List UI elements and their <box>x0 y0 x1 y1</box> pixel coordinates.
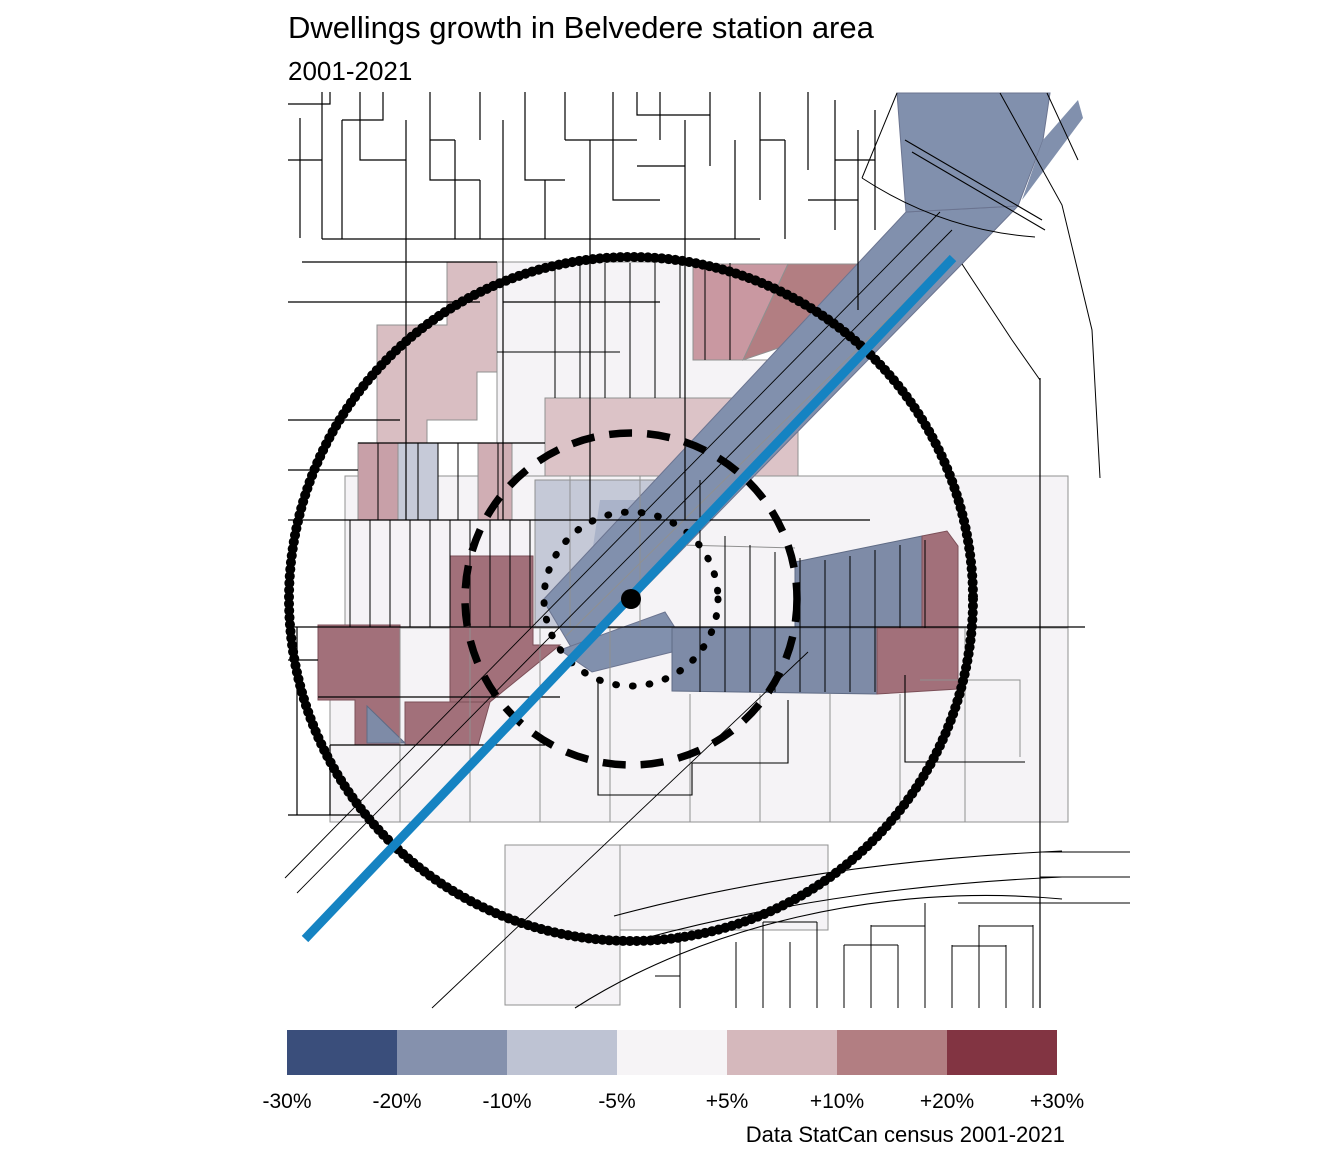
street <box>637 876 1063 941</box>
street <box>342 92 384 121</box>
street <box>861 92 898 179</box>
street-minor <box>565 257 951 637</box>
street <box>359 92 406 161</box>
street <box>288 92 331 105</box>
tract-rose-right-upper <box>921 530 959 629</box>
street <box>296 229 953 894</box>
street <box>961 263 1041 381</box>
tract-rose-left-c <box>404 701 491 746</box>
street <box>911 151 1046 231</box>
street <box>431 651 809 1009</box>
tract-rose-right-lower <box>876 627 959 695</box>
legend-edge-label: -30% <box>262 1090 312 1113</box>
street <box>636 92 710 116</box>
street <box>1046 92 1079 161</box>
street-minor <box>920 679 1021 757</box>
street <box>574 894 1063 1009</box>
street <box>612 92 660 201</box>
street <box>904 139 1043 221</box>
tract-slate-triangle <box>366 704 407 744</box>
legend-edge-label: +30% <box>1029 1090 1085 1113</box>
legend-edge-label: +10% <box>809 1090 865 1113</box>
legend-edge-label: -20% <box>372 1090 422 1113</box>
street <box>999 92 1101 479</box>
figure-title: Dwellings growth in Belvedere station ar… <box>288 10 874 45</box>
street <box>904 675 1025 763</box>
street <box>429 92 480 181</box>
street <box>597 682 789 796</box>
figure-subtitle: 2001-2021 <box>288 56 413 86</box>
station-dot <box>621 589 641 609</box>
legend-bin-swatch <box>727 1030 837 1075</box>
legend-bin-swatch <box>617 1030 727 1075</box>
parcel-pocket-b <box>504 844 621 1006</box>
legend-bin-swatch <box>507 1030 617 1075</box>
outer-buffer-ring <box>284 252 978 946</box>
middle-buffer-ring <box>461 429 801 769</box>
legend-edge-label: +5% <box>705 1090 749 1113</box>
street <box>524 92 565 181</box>
data-source-caption: Data StatCan census 2001-2021 <box>745 1122 1065 1147</box>
growth-legend <box>287 1030 1057 1075</box>
legend-edge-label: -5% <box>598 1090 636 1113</box>
legend-bin-swatch <box>837 1030 947 1075</box>
legend-edge-label: +20% <box>919 1090 975 1113</box>
tract-slate-sliver <box>1022 100 1083 200</box>
tract-slate-wedge-topright <box>896 92 1051 213</box>
street <box>861 177 1036 238</box>
inner-buffer-ring <box>540 508 722 690</box>
growth-legend-labels: -30% -20% -10% -5% +5% +10% +20% +30% <box>262 1090 1084 1114</box>
legend-bin-swatch <box>947 1030 1057 1075</box>
legend-bin-swatch <box>397 1030 507 1075</box>
legend-edge-label: -10% <box>482 1090 532 1113</box>
legend-bin-swatch <box>287 1030 397 1075</box>
